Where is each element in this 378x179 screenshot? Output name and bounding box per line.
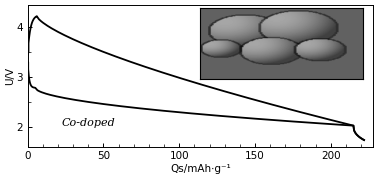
Y-axis label: U/V: U/V xyxy=(5,67,15,85)
X-axis label: Qs/mAh⋅g⁻¹: Qs/mAh⋅g⁻¹ xyxy=(170,164,231,174)
Text: Co-doped: Co-doped xyxy=(61,118,115,128)
